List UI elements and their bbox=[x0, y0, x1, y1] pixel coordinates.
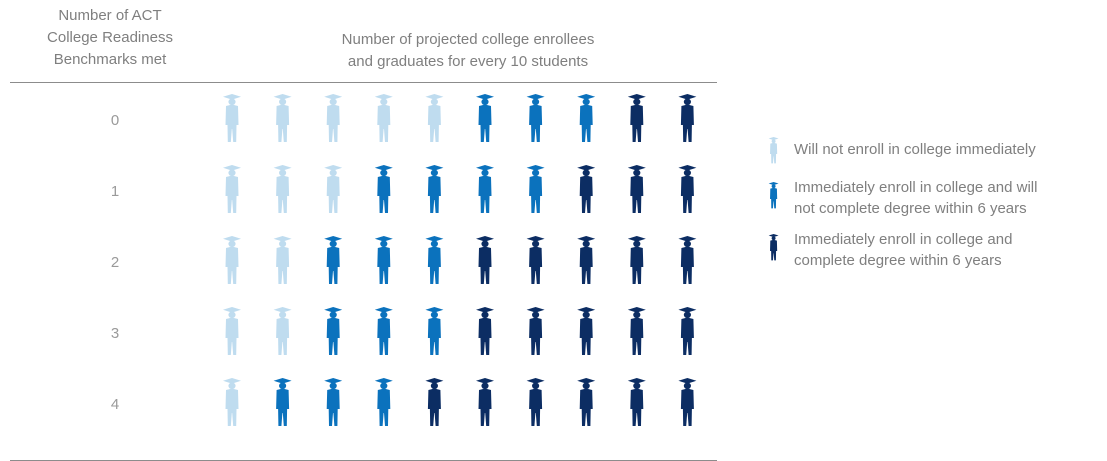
legend-label: Immediately enroll in college and will n… bbox=[794, 177, 1037, 219]
graduate-figure-icon bbox=[425, 165, 444, 213]
graduate-figure-icon bbox=[627, 378, 646, 426]
graduate-figure-icon bbox=[768, 234, 779, 261]
graduate-figure-icon bbox=[324, 307, 343, 355]
graduate-figure-icon bbox=[223, 378, 241, 426]
graduate-figure-icon bbox=[223, 165, 241, 213]
legend-label: Will not enroll in college immediately bbox=[794, 139, 1036, 160]
graduate-figure-icon bbox=[577, 165, 596, 213]
graduate-figure-icon bbox=[223, 94, 241, 142]
graduate-figure-icon bbox=[223, 236, 241, 284]
graduate-figure-icon bbox=[324, 165, 343, 213]
graduate-figure-icon bbox=[273, 94, 292, 142]
graduate-figure-icon bbox=[324, 236, 343, 284]
graduate-figure-icon bbox=[768, 137, 779, 164]
row-axis-title-line: Number of ACT bbox=[58, 7, 162, 24]
graduate-figure-icon bbox=[273, 165, 292, 213]
graduate-figure-icon bbox=[627, 94, 646, 142]
graduate-figure-icon bbox=[476, 378, 494, 426]
graduate-figure-icon bbox=[526, 94, 545, 142]
legend-icon-not-enroll bbox=[768, 137, 779, 164]
column-title-line: Number of projected college enrollees bbox=[341, 31, 595, 48]
graduate-figure-icon bbox=[577, 236, 596, 284]
row-axis-title-line: College Readiness bbox=[47, 29, 173, 46]
legend-icon-enroll-no-degree bbox=[768, 182, 779, 209]
row-label: 2 bbox=[111, 254, 119, 271]
graduate-figure-icon bbox=[627, 307, 646, 355]
legend-label-line: Immediately enroll in college and bbox=[794, 231, 1013, 248]
graduate-figure-icon bbox=[476, 236, 494, 284]
graduate-figure-icon bbox=[768, 182, 779, 209]
legend-label-line: complete degree within 6 years bbox=[794, 252, 1002, 269]
row-label: 1 bbox=[111, 183, 119, 200]
graduate-figure-icon bbox=[526, 165, 545, 213]
graduate-figure-icon bbox=[425, 236, 444, 284]
graduate-figure-icon bbox=[678, 165, 697, 213]
legend-label-line: Immediately enroll in college and will bbox=[794, 179, 1038, 196]
graduate-figure-icon bbox=[627, 236, 646, 284]
graduate-figure-icon bbox=[374, 94, 393, 142]
row-axis-title-line: Benchmarks met bbox=[53, 51, 167, 68]
row-axis-title: Number of ACT College Readiness Benchmar… bbox=[0, 5, 220, 71]
graduate-figure-icon bbox=[374, 307, 393, 355]
graduate-figure-icon bbox=[678, 378, 697, 426]
graduate-figure-icon bbox=[223, 307, 241, 355]
graduate-figure-icon bbox=[425, 307, 444, 355]
row-label: 3 bbox=[111, 325, 119, 342]
graduate-figure-icon bbox=[324, 94, 343, 142]
graduate-figure-icon bbox=[374, 165, 393, 213]
graduate-figure-icon bbox=[678, 94, 697, 142]
column-title: Number of projected college enrollees an… bbox=[228, 29, 708, 73]
graduate-figure-icon bbox=[324, 378, 343, 426]
graduate-figure-icon bbox=[425, 378, 444, 426]
graduate-figure-icon bbox=[374, 236, 393, 284]
graduate-figure-icon bbox=[526, 378, 545, 426]
graduate-figure-icon bbox=[577, 378, 596, 426]
top-rule bbox=[10, 82, 717, 83]
graduate-figure-icon bbox=[273, 236, 292, 284]
legend-icon-enroll-degree bbox=[768, 234, 779, 261]
row-label: 0 bbox=[111, 112, 119, 129]
graduate-figure-icon bbox=[526, 236, 545, 284]
graduate-figure-icon bbox=[273, 378, 292, 426]
graduate-figure-icon bbox=[577, 94, 596, 142]
graduate-figure-icon bbox=[627, 165, 646, 213]
graduate-figure-icon bbox=[425, 94, 444, 142]
graduate-figure-icon bbox=[476, 165, 494, 213]
graduate-figure-icon bbox=[577, 307, 596, 355]
row-label: 4 bbox=[111, 396, 119, 413]
legend-label: Immediately enroll in college and comple… bbox=[794, 229, 1012, 271]
column-title-line: and graduates for every 10 students bbox=[347, 53, 589, 70]
graduate-figure-icon bbox=[678, 236, 697, 284]
legend-label-line: Will not enroll in college immediately bbox=[794, 141, 1036, 158]
legend-label-line: not complete degree within 6 years bbox=[794, 200, 1027, 217]
graduate-figure-icon bbox=[273, 307, 292, 355]
graduate-figure-icon bbox=[476, 94, 494, 142]
graduate-figure-icon bbox=[476, 307, 494, 355]
graduate-figure-icon bbox=[678, 307, 697, 355]
graduate-figure-icon bbox=[526, 307, 545, 355]
graduate-figure-icon bbox=[374, 378, 393, 426]
